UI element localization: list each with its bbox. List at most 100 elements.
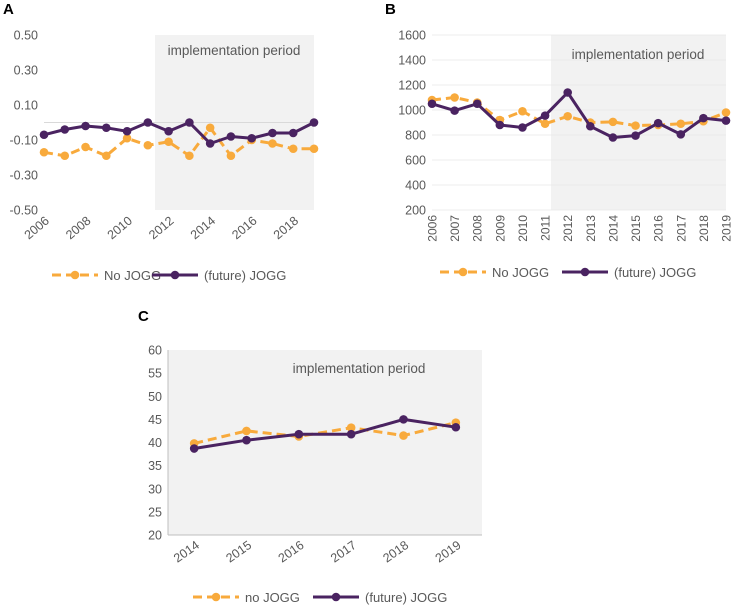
series-line-no-jogg xyxy=(193,421,457,445)
x-tick-label: 2010 xyxy=(516,215,530,242)
y-tick-label: -0.50 xyxy=(10,204,39,218)
data-point-jogg xyxy=(563,88,572,97)
implementation-period-label: implementation period xyxy=(293,361,426,376)
x-tick-label: 2014 xyxy=(606,215,620,242)
y-tick-label: -0.30 xyxy=(10,169,39,183)
data-point-jogg xyxy=(60,125,70,134)
y-tick-label: 0.50 xyxy=(14,29,38,43)
data-point-jogg xyxy=(608,133,618,142)
y-tick-label: 600 xyxy=(405,154,426,168)
data-point-jogg xyxy=(495,120,505,130)
legend-label-no-jogg: no JOGG xyxy=(245,590,300,605)
data-point-no-jogg xyxy=(185,151,194,161)
legend-label-no-jogg: No JOGG xyxy=(492,265,549,280)
y-tick-label: 1600 xyxy=(398,29,426,43)
chart-a: implementation period -0.50 -0.30 -0.10 0.10… xyxy=(10,29,319,283)
chart-c: implementation period 20 25 30 35 40 45 50 55 60 2… xyxy=(148,344,482,605)
legend-label-jogg: (future) JOGG xyxy=(614,265,696,280)
y-tick-label: 1000 xyxy=(398,104,426,118)
data-point-jogg xyxy=(226,132,236,141)
legend-label-jogg: (future) JOGG xyxy=(204,268,286,283)
data-point-no-jogg xyxy=(346,423,356,433)
x-tick-label: 2017 xyxy=(674,215,688,242)
data-point-no-jogg xyxy=(122,133,132,143)
y-tick-label: 200 xyxy=(405,204,426,218)
data-point-no-jogg xyxy=(676,119,686,129)
data-point-no-jogg xyxy=(631,121,640,130)
data-point-jogg xyxy=(399,415,408,424)
data-point-jogg xyxy=(164,126,173,136)
y-tick-label: 30 xyxy=(148,482,162,496)
x-tick-label: 2007 xyxy=(448,215,462,242)
legend-marker-no-jogg xyxy=(70,270,80,280)
implementation-period-label: implementation period xyxy=(572,47,705,62)
legend-marker-no-jogg xyxy=(211,592,221,602)
data-point-jogg xyxy=(268,128,277,138)
x-tick-label: 2013 xyxy=(584,215,598,242)
data-point-jogg xyxy=(586,121,595,131)
y-tick-label: 400 xyxy=(405,179,426,193)
legend-marker-jogg xyxy=(170,270,180,280)
data-point-jogg xyxy=(721,116,731,125)
data-point-no-jogg xyxy=(288,144,298,154)
y-tick-label: 800 xyxy=(405,129,426,143)
x-tick-label: 2016 xyxy=(652,215,666,242)
data-point-jogg xyxy=(247,133,256,143)
data-point-no-jogg xyxy=(721,108,731,117)
panel-label-a: A xyxy=(3,1,14,18)
y-tick-label: 0.10 xyxy=(14,99,38,113)
data-point-no-jogg xyxy=(143,140,153,150)
legend-marker-no-jogg xyxy=(458,267,468,277)
legend-label-jogg: (future) JOGG xyxy=(365,590,447,605)
data-point-no-jogg xyxy=(563,111,572,121)
data-point-no-jogg xyxy=(102,151,111,161)
data-point-jogg xyxy=(39,130,49,140)
legend-marker-jogg xyxy=(580,267,590,277)
data-point-jogg xyxy=(472,99,482,109)
implementation-period-label: implementation period xyxy=(168,43,301,58)
data-point-no-jogg xyxy=(608,117,618,127)
data-point-jogg xyxy=(309,118,319,127)
data-point-no-jogg xyxy=(39,147,49,157)
data-point-no-jogg xyxy=(450,93,459,102)
x-tick-label: 2006 xyxy=(426,215,440,242)
x-tick-label: 2014 xyxy=(188,214,218,243)
data-point-no-jogg xyxy=(81,142,90,152)
data-point-jogg xyxy=(346,429,356,439)
y-tick-label: 20 xyxy=(148,529,162,543)
data-point-jogg xyxy=(451,422,461,432)
data-point-no-jogg xyxy=(399,431,408,440)
x-tick-label: 2015 xyxy=(629,215,643,242)
data-point-jogg xyxy=(122,126,132,136)
x-tick-label: 2018 xyxy=(380,538,411,565)
x-tick-label: 2015 xyxy=(223,538,254,565)
y-tick-label: 45 xyxy=(148,413,162,427)
y-tick-label: 25 xyxy=(148,505,162,519)
panel-label-b: B xyxy=(385,1,396,18)
data-point-jogg xyxy=(699,113,708,123)
x-tick-label: 2019 xyxy=(433,538,464,565)
data-point-no-jogg xyxy=(518,106,527,116)
x-tick-label: 2014 xyxy=(171,538,202,565)
legend-label-no-jogg: No JOGG xyxy=(104,268,161,283)
y-tick-label: 35 xyxy=(148,459,162,473)
data-point-jogg xyxy=(653,118,663,128)
data-point-jogg xyxy=(143,118,153,127)
data-point-jogg xyxy=(205,139,215,148)
data-point-jogg xyxy=(631,131,640,140)
data-point-no-jogg xyxy=(60,151,70,161)
x-tick-label: 2012 xyxy=(146,214,176,243)
y-tick-label: 1400 xyxy=(398,54,426,68)
data-point-jogg xyxy=(102,123,111,133)
y-tick-label: 0.30 xyxy=(14,64,38,78)
x-tick-label: 2018 xyxy=(271,214,301,243)
data-point-jogg xyxy=(540,111,550,120)
data-point-jogg xyxy=(189,444,199,453)
y-tick-label: 1200 xyxy=(398,79,426,93)
x-tick-label: 2017 xyxy=(328,538,359,565)
data-point-no-jogg xyxy=(205,123,215,133)
data-point-jogg xyxy=(242,435,251,445)
panel-label-c: C xyxy=(138,308,149,325)
x-tick-label: 2010 xyxy=(105,214,135,243)
